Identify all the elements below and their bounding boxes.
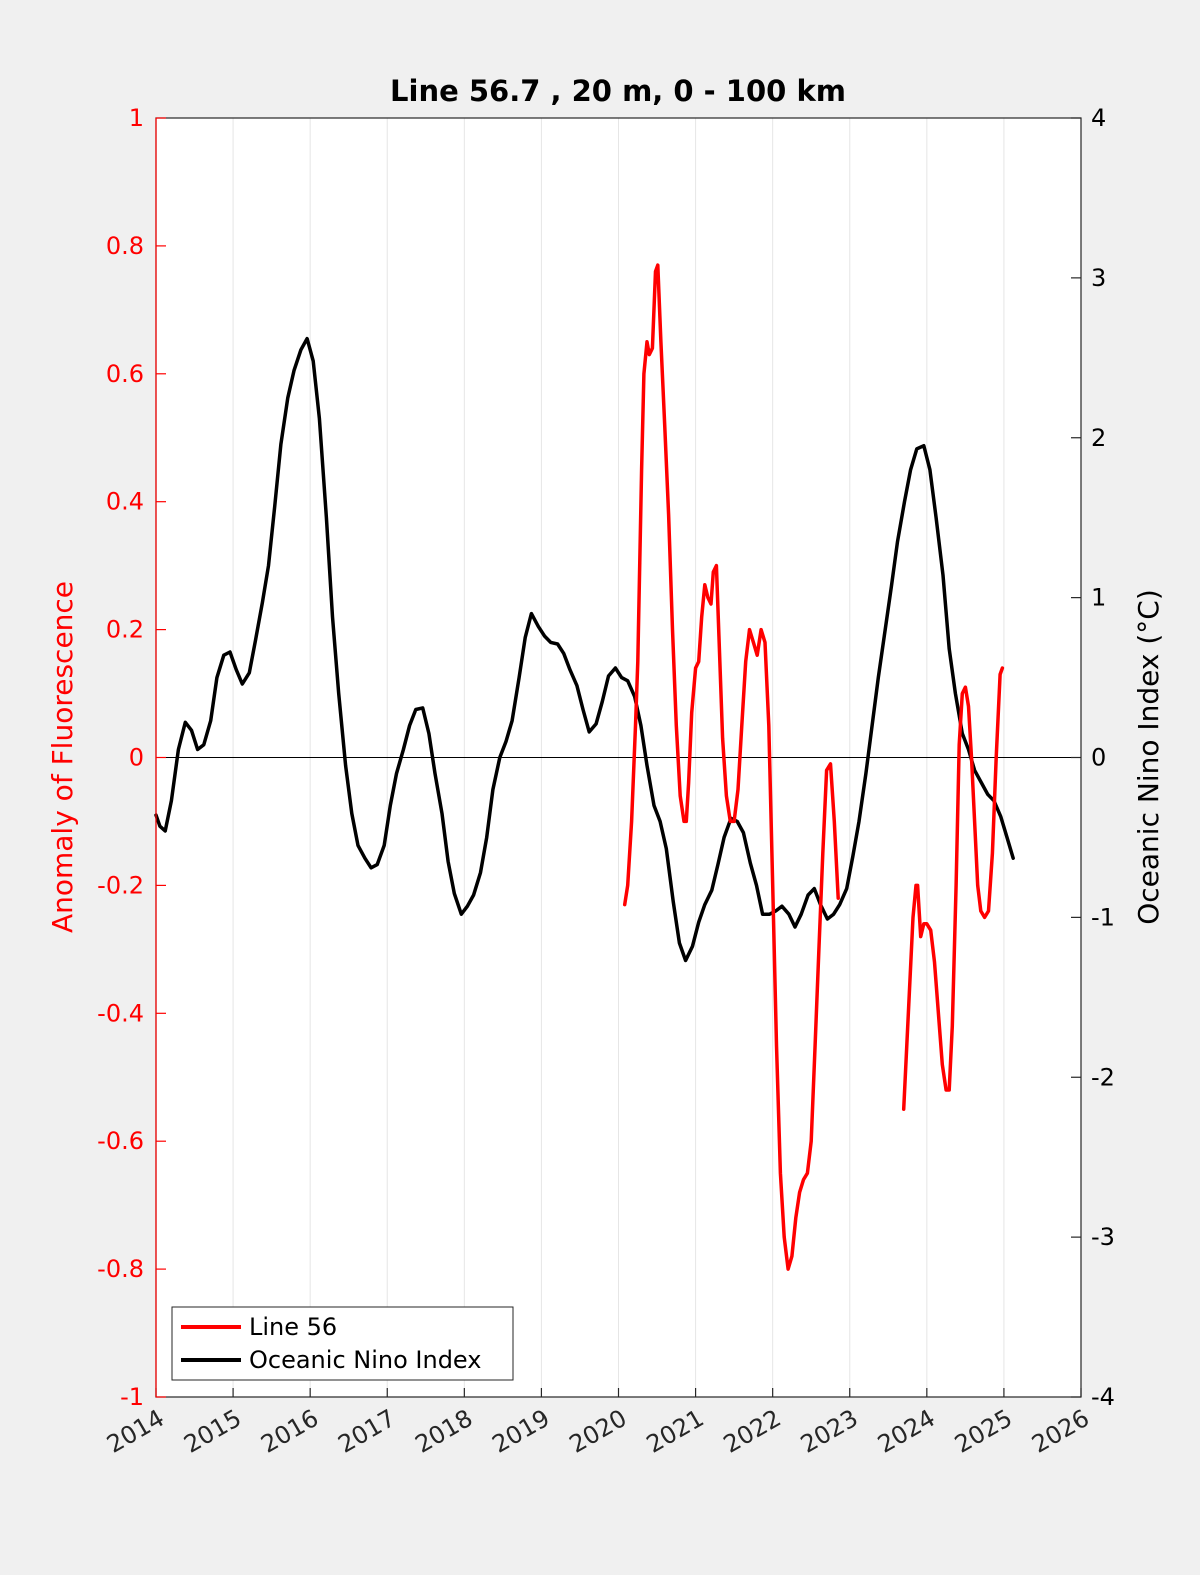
y-right-tick-label: -1 — [1091, 903, 1115, 931]
y-axis-right-label: Oceanic Nino Index (°C) — [1132, 589, 1165, 925]
y-right-tick-label: 3 — [1091, 264, 1106, 292]
y-left-tick-label: -0.4 — [97, 999, 144, 1027]
y-left-tick-label: 0.4 — [106, 488, 144, 516]
legend-box — [171, 1306, 514, 1381]
y-left-tick-label: -1 — [120, 1383, 144, 1411]
y-right-tick-label: -3 — [1091, 1223, 1115, 1251]
y-right-tick-label: 2 — [1091, 424, 1106, 452]
chart-title: Line 56.7 , 20 m, 0 - 100 km — [390, 74, 846, 108]
y-left-tick-label: 0 — [129, 744, 144, 772]
y-left-tick-label: 1 — [129, 104, 144, 132]
y-left-tick-label: 0.2 — [106, 616, 144, 644]
legend-label-oni: Oceanic Nino Index — [249, 1346, 481, 1374]
legend: Line 56 Oceanic Nino Index — [171, 1306, 514, 1381]
series-line-line56-segment-2 — [901, 666, 1005, 1111]
y-left-tick-label: -0.6 — [97, 1127, 144, 1155]
y-right-tick-label: -2 — [1091, 1063, 1115, 1091]
legend-label-line56: Line 56 — [249, 1313, 337, 1341]
y-left-tick-label: -0.2 — [97, 871, 144, 899]
series-line-line56-segment-1 — [622, 263, 840, 1271]
y-left-tick-label: 0.6 — [106, 360, 144, 388]
y-left-tick-label: 0.8 — [106, 232, 144, 260]
series-group — [154, 263, 1015, 1271]
y-left-tick-label: -0.8 — [97, 1255, 144, 1283]
y-right-tick-label: 4 — [1091, 104, 1106, 132]
y-right-tick-label: 0 — [1091, 744, 1106, 772]
y-axis-left-label: Anomaly of Fluorescence — [46, 581, 79, 933]
series-line-oceanic-nino-index — [154, 336, 1015, 963]
y-right-tick-label: 1 — [1091, 584, 1106, 612]
y-right-tick-label: -4 — [1091, 1383, 1115, 1411]
